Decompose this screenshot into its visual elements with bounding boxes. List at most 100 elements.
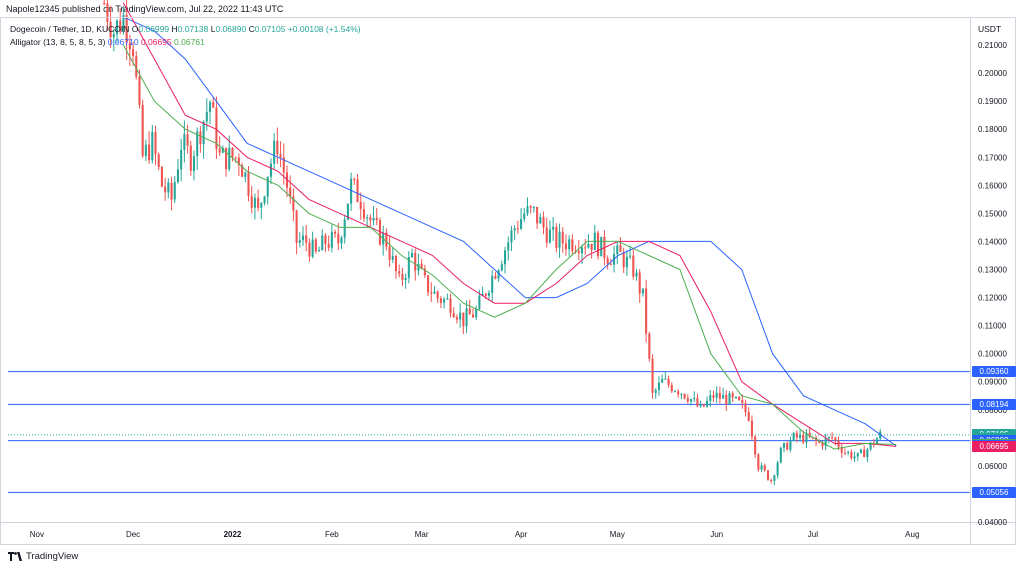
open-label: O [131, 24, 139, 34]
candle [321, 229, 324, 251]
candle [555, 223, 558, 253]
candle-body [295, 210, 298, 243]
candle-body [398, 271, 401, 274]
price-chart[interactable]: 0.21000 0.20000 0.19000 0.18000 0.17000 0.160… [0, 0, 1024, 545]
candle-body [311, 239, 314, 257]
candle [199, 126, 202, 153]
candle [805, 428, 808, 449]
candle-body [568, 239, 571, 250]
candle [799, 429, 802, 442]
candle-body [561, 231, 564, 244]
axes: 0.21000 0.20000 0.19000 0.18000 0.17000 0.160… [0, 17, 1016, 545]
candle-body [141, 104, 144, 156]
candle [427, 274, 430, 296]
candle-body [391, 256, 394, 260]
candle-body [802, 434, 805, 443]
candle [503, 246, 507, 274]
candle [670, 382, 673, 393]
candle-body [119, 20, 122, 32]
y-tick-label: 0.21000 [978, 41, 1007, 50]
candle-body [545, 227, 548, 243]
candle-body [494, 275, 497, 279]
indicator-legend[interactable]: Alligator (13, 8, 5, 8, 5, 3) 0.06710 0.… [10, 37, 205, 47]
candle-body [606, 258, 609, 265]
candle [417, 253, 420, 276]
candle-body [850, 451, 853, 459]
candle [648, 331, 651, 362]
candle [407, 251, 410, 284]
candle-body [407, 257, 410, 278]
candle [122, 5, 125, 35]
candle-body [821, 442, 824, 447]
candle [103, 0, 106, 6]
candle [324, 233, 327, 252]
candle-body [782, 443, 786, 448]
alligator-lines [122, 2, 897, 450]
candle-body [699, 404, 702, 407]
x-tick-label: Apr [515, 530, 528, 539]
candle-body [471, 314, 475, 318]
candle-body [689, 399, 693, 402]
candle [840, 442, 843, 458]
candle [455, 314, 458, 324]
candle-body [869, 442, 872, 450]
candle [491, 270, 494, 303]
symbol-name: Dogecoin / Tether, 1D, KUCOIN [10, 24, 130, 34]
candle [596, 230, 600, 260]
symbol-legend[interactable]: Dogecoin / Tether, 1D, KUCOIN O0.06999 H… [10, 24, 361, 34]
candle-body [680, 393, 683, 395]
candle [487, 290, 491, 301]
candle-body [221, 147, 224, 153]
candle-body [834, 437, 837, 441]
candle-body [199, 131, 202, 145]
candle [629, 245, 632, 260]
candle-body [132, 49, 135, 57]
candle [831, 432, 834, 441]
candle [391, 247, 394, 263]
candle-body [564, 243, 568, 250]
candle [776, 460, 779, 479]
candle-body [731, 393, 734, 398]
candle [343, 214, 346, 244]
candle-body [799, 434, 802, 438]
candle [760, 462, 763, 473]
candle [754, 435, 757, 458]
candle-body [670, 384, 673, 392]
candle [645, 279, 648, 343]
candle-body [417, 263, 420, 271]
open-value: 0.06999 [138, 24, 170, 34]
candle-body [853, 456, 856, 459]
candle [119, 8, 122, 35]
candle [449, 293, 452, 318]
candle-body [186, 134, 189, 146]
candle-body [154, 131, 157, 155]
candle [462, 312, 465, 335]
candle [481, 286, 484, 296]
x-tick-label: 2022 [224, 530, 242, 539]
candle [718, 386, 721, 404]
candle-body [532, 206, 535, 208]
candle-body [253, 197, 256, 208]
candle [808, 427, 811, 439]
candle-body [289, 187, 292, 197]
candle [725, 390, 728, 412]
horizontal-levels[interactable] [8, 371, 970, 493]
candle-body [766, 470, 770, 480]
candle [173, 176, 176, 203]
candle-body [334, 231, 337, 234]
candle [471, 308, 475, 318]
candle-body [353, 178, 356, 180]
y-tick-label: 0.15000 [978, 209, 1007, 218]
candle-body [247, 172, 250, 196]
candle-body [667, 378, 670, 385]
candle [731, 391, 734, 403]
candle [677, 389, 680, 398]
candle [523, 208, 526, 222]
tradingview-logo[interactable]: TradingView [8, 551, 78, 562]
candle-body [664, 378, 667, 380]
candle-body [548, 229, 551, 243]
candle-body [452, 313, 455, 318]
candle-body [808, 432, 811, 438]
indicator-name: Alligator (13, 8, 5, 8, 5, 3) [10, 37, 106, 47]
candle [468, 299, 471, 315]
